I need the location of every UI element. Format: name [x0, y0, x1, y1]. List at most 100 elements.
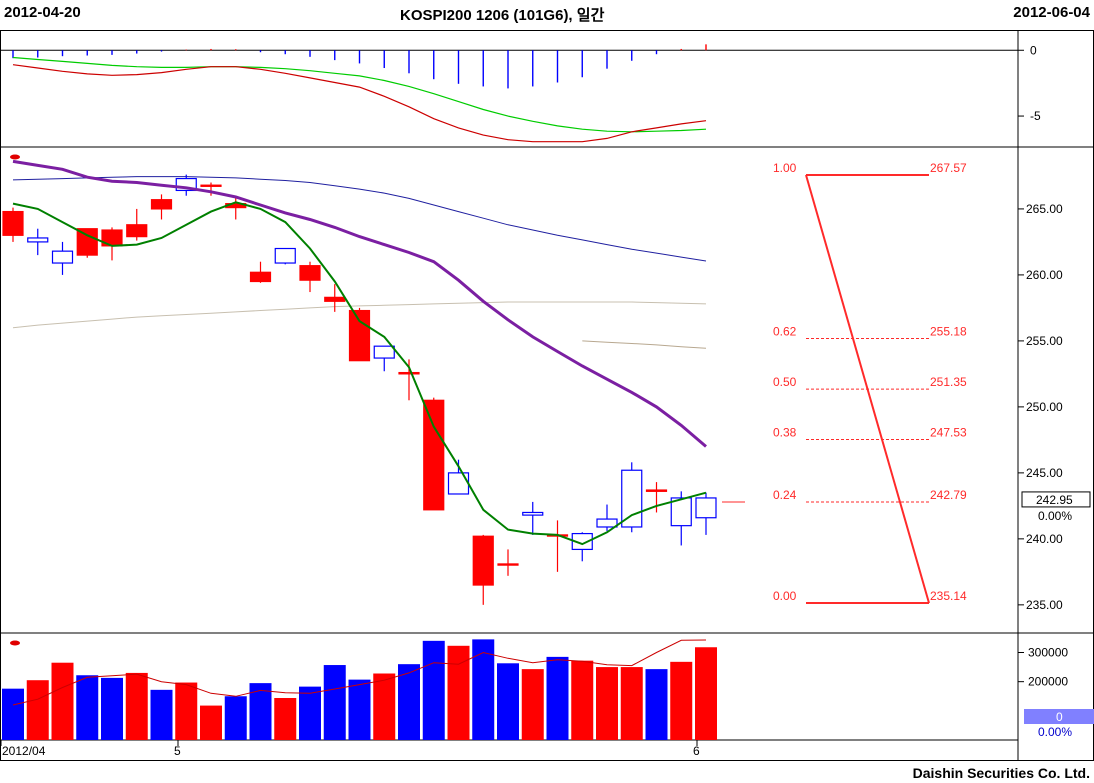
fib-price-label: 235.14 — [930, 589, 967, 603]
candle-body — [571, 532, 593, 551]
volume-tick-label: 300000 — [1028, 646, 1068, 660]
current-price-box — [1021, 491, 1091, 508]
candle-body — [373, 345, 395, 359]
volume-bar — [51, 662, 74, 740]
volume-bar — [620, 667, 643, 740]
volume-bar — [645, 669, 668, 740]
candle-body — [398, 371, 420, 375]
volume-bar — [472, 639, 495, 740]
start-date: 2012-04-20 — [4, 4, 81, 21]
ma-very-long-line — [12, 301, 707, 329]
volume-ma-line — [12, 639, 707, 706]
volume-bar — [373, 673, 396, 740]
price-tick-label: 250.00 — [1026, 400, 1063, 414]
volume-bar — [150, 689, 173, 740]
current-price-label: 242.95 — [1036, 493, 1073, 507]
fib-price-label: 242.79 — [930, 488, 967, 502]
price-tick-label: 240.00 — [1026, 532, 1063, 546]
volume-bar — [224, 696, 247, 740]
volume-bar — [571, 660, 594, 740]
fib-price-label: 251.35 — [930, 375, 967, 389]
candle-body — [522, 511, 544, 516]
chart-title: KOSPI200 1206 (101G6), 일간 — [400, 7, 605, 24]
candle-body — [324, 296, 346, 302]
oscillator-line — [12, 64, 707, 143]
candle-body — [274, 247, 296, 264]
volume-bar — [200, 705, 222, 740]
candle-body — [126, 224, 148, 238]
candle-body — [348, 309, 371, 362]
volume-readout-box — [1024, 709, 1094, 724]
volume-bar — [274, 698, 297, 740]
candle-body — [447, 472, 470, 495]
chart-frame — [0, 30, 1094, 761]
candle-body — [423, 399, 445, 511]
candle-body — [645, 489, 668, 492]
candle-body — [249, 271, 272, 283]
volume-readout-value: 0 — [1056, 710, 1063, 724]
oscillator-tick-label: 0 — [1030, 43, 1037, 57]
volume-tick-label: 200000 — [1028, 675, 1068, 689]
fib-ratio-label: 0.62 — [773, 325, 797, 339]
candle-body — [51, 250, 74, 264]
fib-ratio-label: 1.00 — [773, 161, 797, 175]
volume-bar — [2, 688, 24, 740]
volume-bar — [249, 683, 272, 740]
candle-body — [299, 265, 321, 281]
volume-bar — [497, 663, 519, 740]
x-month-label: 5 — [174, 744, 181, 758]
oscillator-signal-line — [12, 56, 707, 133]
candle-body — [76, 228, 98, 256]
candle-body — [695, 497, 717, 519]
fib-price-label: 267.57 — [930, 161, 967, 175]
fib-ratio-label: 0.38 — [773, 425, 797, 439]
volume-bar — [76, 675, 99, 740]
candle-body — [175, 177, 197, 192]
fib-price-label: 247.53 — [930, 425, 967, 439]
volume-bar — [422, 640, 445, 740]
x-month-label: 2012/04 — [2, 744, 46, 758]
fib-trend-line — [805, 174, 930, 604]
volume-bar — [125, 672, 148, 740]
ma-short-line — [12, 201, 707, 546]
candle-body — [670, 497, 692, 527]
candle-body — [150, 199, 173, 210]
end-date: 2012-06-04 — [1013, 4, 1090, 21]
volume-bar — [101, 677, 123, 740]
volume-bar — [299, 686, 321, 740]
x-month-label: 6 — [693, 744, 700, 758]
ma-extra-line — [582, 340, 707, 349]
candle-body — [596, 518, 618, 528]
fib-ratio-label: 0.00 — [773, 589, 797, 603]
candle-body — [497, 563, 519, 566]
price-panel-marker — [10, 154, 20, 160]
price-tick-label: 260.00 — [1026, 268, 1063, 282]
volume-bar — [596, 667, 618, 740]
price-tick-label: 245.00 — [1026, 466, 1063, 480]
candle-body — [200, 184, 222, 187]
candle-body — [27, 237, 49, 243]
ma-mid-line — [12, 159, 707, 448]
volume-panel-marker — [10, 640, 20, 646]
volume-readout-change: 0.00% — [1038, 725, 1072, 739]
volume-bar — [546, 656, 569, 740]
fib-ratio-label: 0.24 — [773, 488, 797, 502]
candle-body — [472, 535, 494, 586]
volume-bar — [695, 647, 717, 740]
volume-bar — [26, 680, 49, 740]
fib-price-label: 255.18 — [930, 325, 967, 339]
volume-bar — [348, 679, 371, 740]
ma-long-line — [12, 176, 707, 262]
volume-bar — [670, 661, 693, 740]
candle-body — [621, 469, 643, 528]
volume-bar — [323, 665, 346, 740]
candle-body — [2, 210, 24, 236]
oscillator-tick-label: -5 — [1030, 109, 1041, 123]
current-change-label: 0.00% — [1038, 509, 1072, 523]
volume-bar — [521, 669, 544, 740]
footer-company: Daishin Securities Co. Ltd. — [912, 765, 1090, 781]
price-tick-label: 265.00 — [1026, 202, 1063, 216]
price-tick-label: 255.00 — [1026, 334, 1063, 348]
volume-bar — [447, 645, 470, 740]
